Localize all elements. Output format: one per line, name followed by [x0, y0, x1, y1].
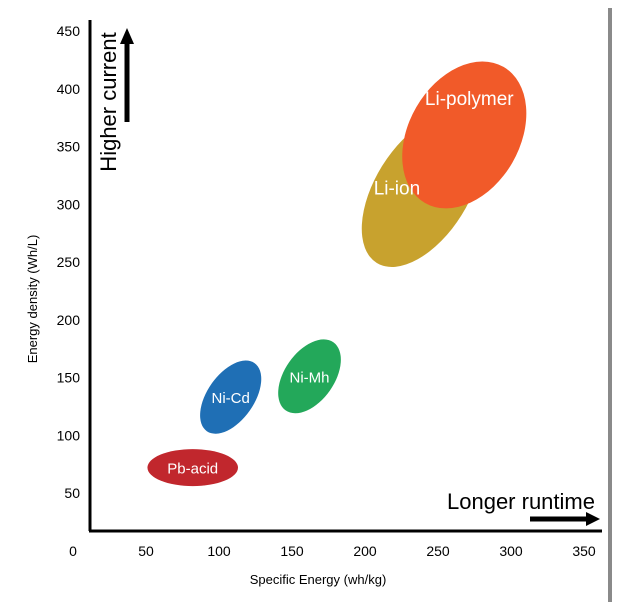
region-label: Li-ion	[374, 178, 420, 199]
y-axis-label: Energy density (Wh/L)	[25, 235, 40, 364]
region-ellipse	[278, 339, 341, 414]
region-ellipse	[147, 449, 238, 487]
regions-layer: Pb-acid Ni-Cd Ni-Mh Li-ion Li-polymer	[147, 61, 527, 487]
x-tick-label: 50	[138, 543, 154, 559]
x-tick-label: 350	[572, 543, 596, 559]
y-tick-label: 350	[57, 139, 81, 155]
x-tick-label: 250	[426, 543, 450, 559]
region-label: Ni-Cd	[212, 390, 250, 407]
x-arrow-head	[586, 512, 600, 526]
y-tick-label: 200	[57, 312, 81, 328]
x-tick-label: 200	[353, 543, 377, 559]
y-tick-label: 250	[57, 254, 81, 270]
y-tick-label: 150	[57, 370, 81, 386]
x-tick-label: 150	[280, 543, 304, 559]
y-arrow-head	[120, 28, 134, 44]
region-label: Li-polymer	[425, 89, 514, 110]
x-tick-label: 100	[207, 543, 231, 559]
x-tick-label: 0	[69, 543, 77, 559]
y-tick-label: 50	[64, 485, 80, 501]
region-ellipse	[200, 360, 262, 434]
region-li-polymer	[402, 61, 527, 209]
x-arrow-annotation: Longer runtime	[447, 489, 595, 514]
region-ni-mh	[278, 339, 341, 414]
y-tick-label: 100	[57, 427, 81, 443]
region-label: Ni-Mh	[290, 369, 330, 386]
x-axis-label: Specific Energy (wh/kg)	[250, 572, 387, 587]
y-arrow-annotation: Higher current	[96, 32, 121, 171]
region-ni-cd	[200, 360, 262, 434]
region-pb-acid	[147, 449, 238, 487]
region-label: Pb-acid	[167, 461, 218, 478]
x-ticks-layer: 0 50 100 150 200 250 300 350	[69, 543, 596, 559]
y-tick-label: 300	[57, 196, 81, 212]
x-tick-label: 300	[499, 543, 523, 559]
frame-right-border	[608, 8, 612, 602]
y-ticks-layer: 50 100 150 200 250 300 350 400 450	[57, 23, 81, 501]
y-tick-label: 400	[57, 81, 81, 97]
region-ellipse	[402, 61, 527, 209]
y-tick-label: 450	[57, 23, 81, 39]
